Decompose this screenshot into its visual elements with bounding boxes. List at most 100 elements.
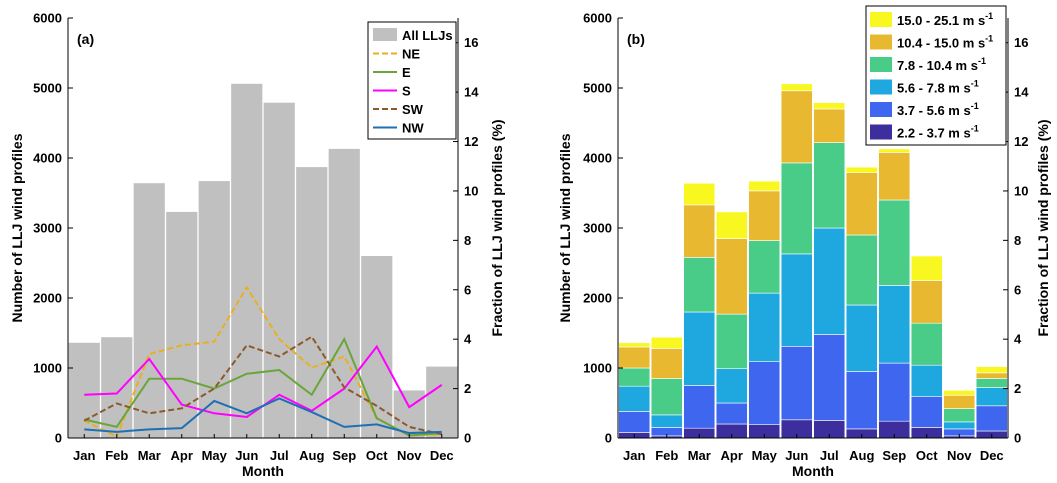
a-line-nw — [84, 397, 442, 435]
b-bar-jan-s5 — [618, 342, 651, 348]
b-bar-mar-s3 — [683, 257, 716, 313]
b-xtick-label: May — [752, 448, 778, 463]
a-y2tick-label: 16 — [464, 35, 478, 50]
b-bar-aug-s3 — [845, 234, 878, 306]
b-bar-nov-s5 — [943, 390, 976, 396]
a-legend-swatch-all — [373, 28, 397, 41]
b-ytick-label: 6000 — [583, 11, 612, 26]
b-legend-label-0: 15.0 - 25.1 m s-1 — [897, 11, 993, 28]
a-x-axis-label: Month — [242, 463, 284, 479]
b-bar-may-s5 — [748, 180, 781, 192]
panel-a: 0 1000 2000 3000 4000 5000 6000 0 2 4 6 8 10 12 14 16 Ja… — [9, 11, 505, 480]
a-legend-label-ne: NE — [402, 47, 420, 62]
b-bar-oct-s4 — [910, 280, 943, 324]
a-xtick-label: Apr — [171, 448, 193, 463]
b-legend-swatch-5 — [870, 124, 892, 140]
a-legend-box — [367, 21, 457, 140]
a-ytick-label: 4000 — [33, 151, 62, 166]
b-bar-apr-s2 — [715, 368, 748, 404]
b-y2tick-label: 0 — [1014, 431, 1021, 446]
b-bar-jan-s2 — [618, 385, 651, 412]
b-bar-mar-s1 — [683, 385, 716, 429]
b-xtick-label: Apr — [721, 448, 743, 463]
b-xtick-label: Dec — [980, 448, 1004, 463]
b-bar-mar-s2 — [683, 311, 716, 386]
b-bar-aug-s2 — [845, 304, 878, 372]
b-bar-may-s4 — [748, 190, 781, 241]
a-xtick-label: Dec — [430, 448, 454, 463]
b-ytick-label: 4000 — [583, 151, 612, 166]
b-bar-jul-s5 — [813, 102, 846, 110]
b-y2tick-label: 4 — [1014, 332, 1022, 347]
a-xtick-label: Nov — [397, 448, 422, 463]
b-bar-apr-s1 — [715, 402, 748, 425]
a-ytick-label: 2000 — [33, 291, 62, 306]
b-bar-jul-s3 — [813, 142, 846, 229]
b-bar-may-s1 — [748, 361, 781, 426]
a-ytick-label: 5000 — [33, 81, 62, 96]
a-bar-jun — [231, 83, 263, 439]
a-legend-label-sw: SW — [402, 102, 424, 117]
b-bar-apr-s5 — [715, 211, 748, 239]
a-xtick-label: Jun — [235, 448, 258, 463]
b-bar-aug-s4 — [845, 172, 878, 236]
a-bar-aug — [296, 167, 328, 438]
b-bar-apr-s4 — [715, 238, 748, 315]
b-bar-jun-s3 — [780, 162, 813, 255]
a-bar-sep — [328, 148, 360, 438]
b-bar-jul-s1 — [813, 334, 846, 421]
a-y2tick-label: 8 — [464, 233, 471, 248]
b-xtick-label: Jul — [820, 448, 839, 463]
b-bar-oct-s5 — [910, 255, 943, 281]
a-y2tick-label: 12 — [464, 134, 478, 149]
b-legend-label-3: 5.6 - 7.8 m s-1 — [897, 79, 979, 96]
b-legend-swatch-2 — [870, 57, 892, 72]
b-xtick-label: Nov — [947, 448, 972, 463]
a-ytick-label: 1000 — [33, 361, 62, 376]
a-y2tick-label: 6 — [464, 282, 471, 297]
b-ytick-label: 0 — [605, 431, 612, 446]
b-legend-swatch-0 — [870, 12, 892, 27]
a-y-axis-label: Number of LLJ wind profiles — [9, 133, 25, 322]
b-bar-nov-s4 — [943, 394, 976, 409]
b-bar-sep-s1 — [878, 362, 911, 422]
a-line-sw — [83, 335, 442, 436]
b-bar-jul-s4 — [813, 108, 846, 143]
b-bar-jan-s1 — [618, 411, 651, 433]
a-xtick-label: Jul — [270, 448, 289, 463]
a-legend-label-all: All LLJs — [402, 28, 453, 43]
a-y2tick-label: 4 — [464, 332, 472, 347]
b-legend-swatch-3 — [870, 79, 892, 95]
a-y2tick-label: 0 — [464, 431, 471, 446]
b-bar-feb-s5 — [650, 336, 683, 349]
a-legend-label-e: E — [402, 65, 411, 80]
panel-b: 0 1000 2000 3000 4000 5000 6000 0 2 4 6 8 10 12 14 16 Ja… — [557, 5, 1051, 479]
b-bar-feb-s3 — [650, 378, 683, 416]
b-bar-jun-s5 — [780, 83, 813, 92]
b-legend-label-2: 7.8 - 10.4 m s-1 — [897, 56, 986, 73]
a-legend-label-s: S — [402, 84, 411, 99]
b-y-axis-label: Number of LLJ wind profiles — [557, 133, 573, 322]
b-bar-dec-s1 — [975, 405, 1008, 432]
a-xtick-label: Jan — [73, 448, 95, 463]
b-legend-label-4: 3.7 - 5.6 m s-1 — [897, 101, 979, 118]
a-y2tick-label: 14 — [464, 85, 479, 100]
b-y2tick-label: 16 — [1014, 35, 1028, 50]
b-ytick-label: 5000 — [583, 81, 612, 96]
b-bar-aug-s5 — [845, 166, 878, 174]
b-bar-sep-s2 — [878, 285, 911, 364]
b-ytick-label: 1000 — [583, 361, 612, 376]
b-bar-dec-s5 — [975, 366, 1008, 374]
b-ytick-label: 2000 — [583, 291, 612, 306]
b-bar-jun-s4 — [780, 90, 813, 164]
b-legend-swatch-1 — [870, 34, 892, 50]
b-bar-jun-s1 — [780, 345, 813, 421]
a-xtick-label: Mar — [138, 448, 161, 463]
b-bar-oct-s2 — [910, 364, 943, 398]
a-y2tick-label: 2 — [464, 381, 471, 396]
a-bar-feb — [101, 337, 133, 438]
b-bar-may-s2 — [748, 292, 781, 363]
b-bar-jun-s2 — [780, 253, 813, 347]
b-bar-jan-s3 — [618, 367, 651, 387]
b-legend-box — [865, 5, 1007, 146]
